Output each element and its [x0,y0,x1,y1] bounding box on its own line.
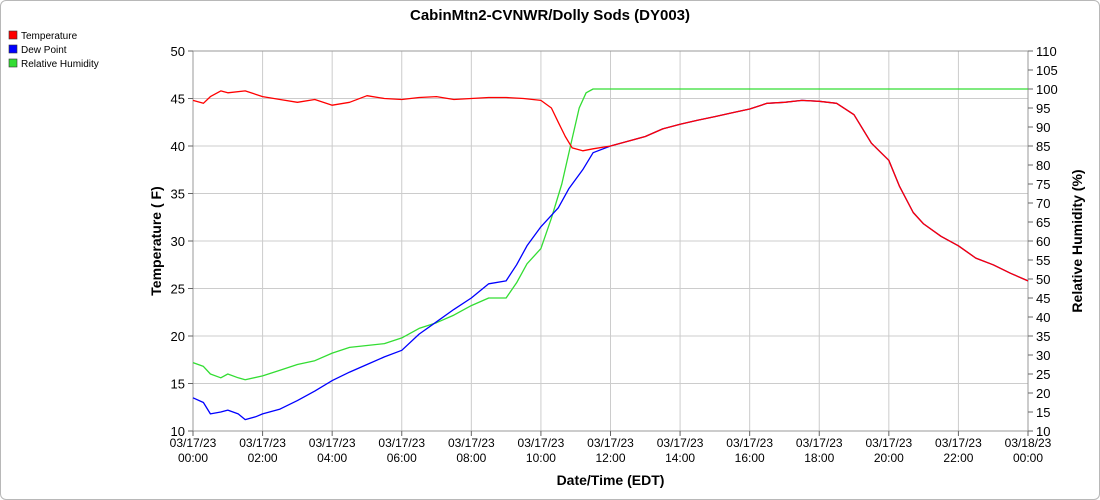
series-line-relative-humidity [192,88,1028,381]
x-tick-time: 12:00 [595,451,625,465]
x-tick-time: 04:00 [317,451,347,465]
legend-swatch-dew-point [8,44,18,54]
legend-swatch-relative-humidity [8,58,18,68]
x-tick-time: 20:00 [874,451,904,465]
y-left-tick-label: 15 [171,377,185,392]
y-right-tick-label: 40 [1036,310,1050,325]
chart-title: CabinMtn2-CVNWR/Dolly Sods (DY003) [410,7,690,24]
x-tick-date: 03/17/23 [796,436,843,450]
x-tick-time: 00:00 [1013,451,1043,465]
x-tick-time: 14:00 [665,451,695,465]
x-tick-date: 03/17/23 [170,436,217,450]
legend-label-dew-point: Dew Point [21,45,67,56]
x-tick-date: 03/17/23 [657,436,704,450]
y-right-tick-label: 70 [1036,196,1050,211]
left-axis-ticks: 10 15 20 25 30 35 40 45 50 [171,44,193,439]
y-axis-left-title: Temperature ( F) [148,186,164,295]
x-tick-date: 03/17/23 [448,436,495,450]
y-right-tick-label: 60 [1036,234,1050,249]
x-tick-time: 16:00 [735,451,765,465]
x-tick-date: 03/17/23 [726,436,773,450]
y-right-tick-label: 105 [1036,63,1058,78]
y-left-tick-label: 25 [171,282,185,297]
y-right-tick-label: 25 [1036,367,1050,382]
y-left-tick-label: 40 [171,139,185,154]
x-tick-time: 22:00 [943,451,973,465]
x-axis-title: Date/Time (EDT) [557,472,665,488]
y-left-tick-label: 50 [171,44,185,59]
legend-label-relative-humidity: Relative Humidity [21,59,99,70]
x-tick-date: 03/18/23 [1005,436,1052,450]
y-right-tick-label: 80 [1036,158,1050,173]
y-right-tick-label: 95 [1036,101,1050,116]
x-axis-ticks: 03/17/2300:0003/17/2302:0003/17/2304:000… [170,431,1052,465]
x-tick-date: 03/17/23 [865,436,912,450]
x-tick-time: 02:00 [248,451,278,465]
y-right-tick-label: 110 [1036,44,1057,59]
y-right-tick-label: 90 [1036,120,1050,135]
x-tick-time: 06:00 [387,451,417,465]
x-tick-date: 03/17/23 [587,436,634,450]
y-right-tick-label: 10 [1036,424,1050,439]
y-left-tick-label: 10 [171,424,185,439]
y-right-tick-label: 75 [1036,177,1050,192]
x-tick-date: 03/17/23 [935,436,982,450]
x-tick-time: 00:00 [178,451,208,465]
y-left-tick-label: 45 [171,92,185,107]
right-axis-ticks: 10 15 20 25 30 35 40 45 50 55 60 65 70 75 80 85 90 95 100 1… [1028,44,1058,439]
x-tick-date: 03/17/23 [378,436,425,450]
y-right-tick-label: 35 [1036,329,1050,344]
legend-swatch-temperature [8,30,18,40]
y-axis-right-title: Relative Humidity (%) [1069,169,1085,312]
y-right-tick-label: 55 [1036,253,1050,268]
x-tick-date: 03/17/23 [309,436,356,450]
series-layer [192,88,1029,421]
y-right-tick-label: 85 [1036,139,1050,154]
y-right-tick-label: 15 [1036,405,1050,420]
y-right-tick-label: 65 [1036,215,1050,230]
x-tick-time: 10:00 [526,451,556,465]
x-tick-time: 08:00 [456,451,486,465]
y-right-tick-label: 100 [1036,82,1058,97]
x-tick-time: 18:00 [804,451,834,465]
legend: Temperature Dew Point Relative Humidity [8,30,99,70]
y-right-tick-label: 20 [1036,386,1050,401]
y-left-tick-label: 35 [171,187,185,202]
y-right-tick-label: 45 [1036,291,1050,306]
x-tick-date: 03/17/23 [239,436,286,450]
x-tick-date: 03/17/23 [518,436,565,450]
gridlines [192,50,1029,432]
y-right-tick-label: 30 [1036,348,1050,363]
y-right-tick-label: 50 [1036,272,1050,287]
series-line-temperature [192,90,1029,282]
legend-label-temperature: Temperature [21,31,78,42]
y-left-tick-label: 30 [171,234,185,249]
y-left-tick-label: 20 [171,329,185,344]
